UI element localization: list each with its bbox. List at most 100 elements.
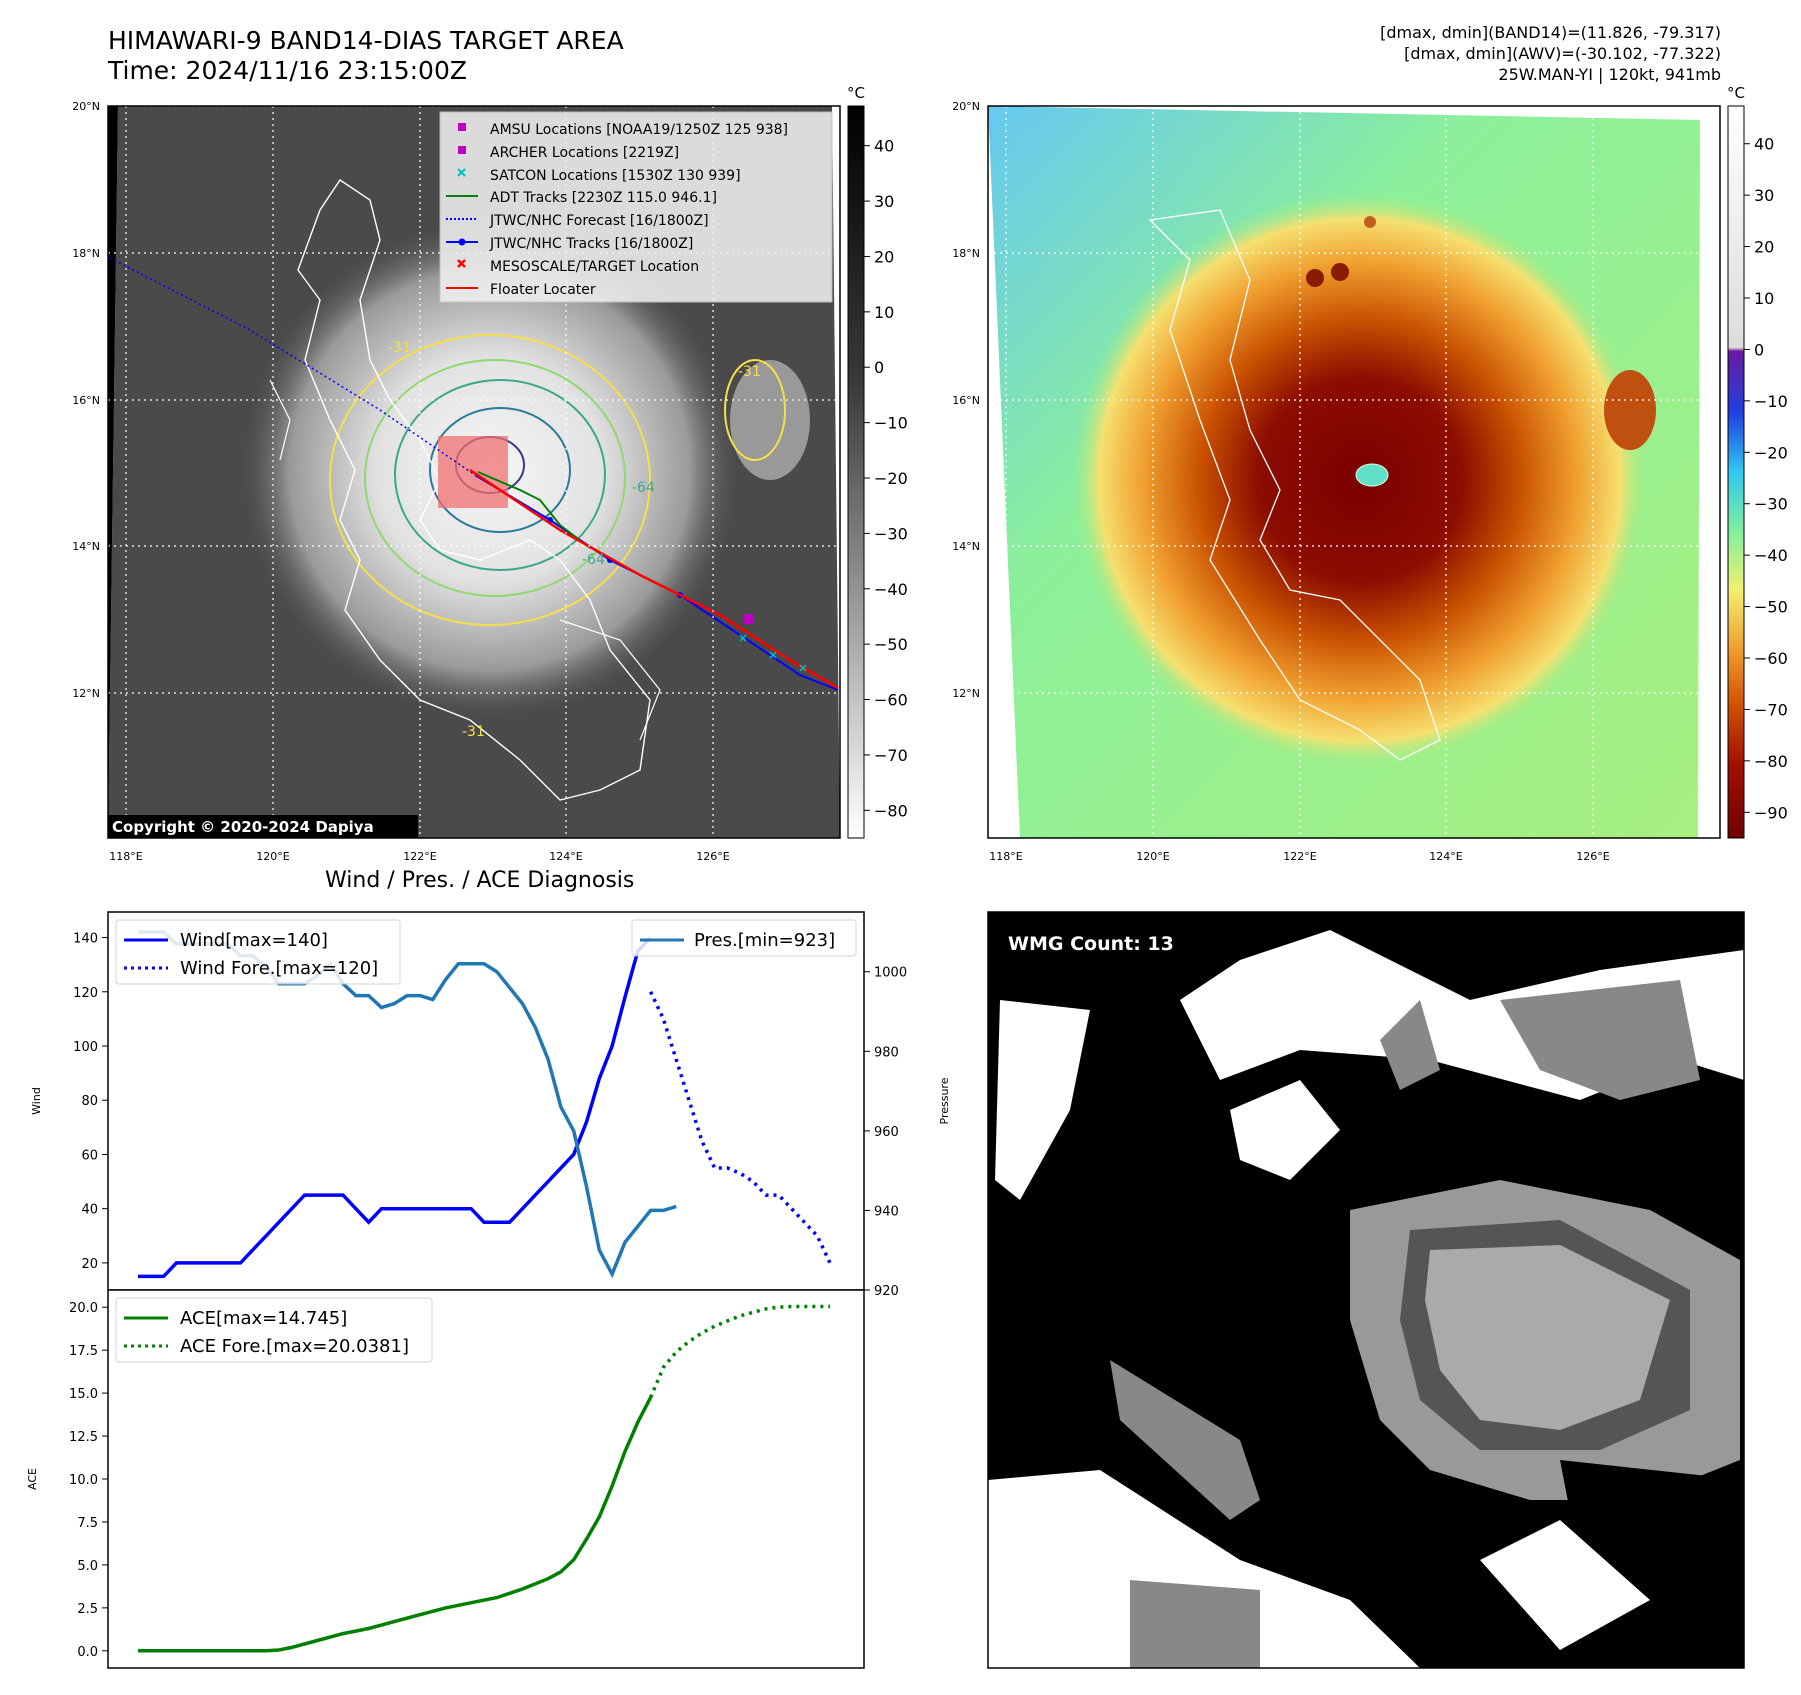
lat-label: 16°N — [72, 394, 100, 407]
wmg-panel: WMG Count: 13 — [987, 911, 1745, 1669]
wind-tick-label: 40 — [81, 1203, 98, 1218]
satcon-markers — [739, 634, 807, 672]
pressure-tick-label: 1000 — [874, 966, 907, 981]
colorbar-tick-label: −70 — [1754, 700, 1788, 719]
colorbar-tick-label: −60 — [874, 691, 908, 710]
wmg-eye — [1425, 1245, 1670, 1430]
colorbar-tick-label: −50 — [1754, 598, 1788, 617]
colorbar-tick-label: 30 — [874, 192, 894, 211]
legend-item: JTWC/NHC Forecast [16/1800Z] — [489, 213, 709, 229]
ace-tick-label: 15.0 — [69, 1387, 98, 1402]
colorbar-tick-label: −20 — [1754, 443, 1788, 462]
legend-item: ARCHER Locations [2219Z] — [490, 145, 679, 161]
colorbar-tick-label: 20 — [874, 247, 894, 266]
ace-axis-label: ACE — [26, 1468, 39, 1490]
legend-item: JTWC/NHC Tracks [16/1800Z] — [489, 236, 693, 252]
pressure-legend-label: Pres.[min=923] — [694, 930, 835, 951]
colorbar-tick-label: 40 — [1754, 135, 1774, 154]
contour-ring — [364, 359, 626, 597]
colorbar-tick-label: 10 — [1754, 289, 1774, 308]
series-line — [138, 1396, 653, 1653]
contour-label: -31 — [462, 724, 485, 740]
colorbar-tick-label: 10 — [874, 303, 894, 322]
wind-tick-label: 80 — [81, 1094, 98, 1109]
storm-info: [dmax, dmin](BAND14)=(11.826, -79.317) [… — [1380, 22, 1721, 85]
ir-map-panel: -31 -31 -64 -64 -31 Copyright © 2020-202… — [107, 105, 841, 839]
contour-ring — [394, 379, 606, 571]
colorbar-tick-label: −30 — [1754, 495, 1788, 514]
series-line — [138, 936, 652, 1279]
wind-tick-label: 60 — [81, 1148, 98, 1163]
ace-tick-label: 0.0 — [77, 1645, 98, 1660]
colorbar-tick-label: −10 — [1754, 392, 1788, 411]
contour-label: -64 — [582, 552, 605, 568]
ace-tick-label: 17.5 — [69, 1344, 98, 1359]
lon-label: 120°E — [256, 850, 289, 863]
wind-tick-label: 20 — [81, 1257, 98, 1272]
pressure-tick-label: 920 — [874, 1284, 899, 1299]
colorbar-tick-label: −30 — [874, 524, 908, 543]
info-line-3: 25W.MAN-YI | 120kt, 941mb — [1498, 65, 1721, 84]
ir-lat-labels: 20°N 18°N 16°N 14°N 12°N — [72, 100, 100, 700]
ir-lon-labels: 118°E 120°E 122°E 124°E 126°E — [109, 850, 729, 863]
map-legend: AMSU Locations [NOAA19/1250Z 125 938] AR… — [439, 111, 833, 303]
wv-lon-labels: 118°E 120°E 122°E 124°E 126°E — [989, 850, 1609, 863]
legend-item: MESOSCALE/TARGET Location — [490, 259, 699, 275]
pressure-tick-label: 940 — [874, 1204, 899, 1219]
wv-lat-labels: 20°N 18°N 16°N 14°N 12°N — [952, 100, 980, 700]
lon-label: 118°E — [989, 850, 1022, 863]
lon-label: 124°E — [549, 850, 582, 863]
lat-label: 12°N — [952, 687, 980, 700]
colorbar-tick-label: −20 — [874, 469, 908, 488]
wind-tick-label: 140 — [73, 932, 98, 947]
figure-title: HIMAWARI-9 BAND14-DIAS TARGET AREA Time:… — [108, 26, 624, 86]
lon-label: 126°E — [696, 850, 729, 863]
colorbar-tick-label: −80 — [1754, 752, 1788, 771]
lat-label: 16°N — [952, 394, 980, 407]
ace-legend: ACE[max=14.745] ACE Fore.[max=20.0381] — [115, 1297, 433, 1363]
contour-label: -64 — [632, 480, 655, 496]
ace-tick-label: 12.5 — [69, 1430, 98, 1445]
colorbar-tick-label: 30 — [1754, 186, 1774, 205]
ace-legend-label: ACE[max=14.745] — [180, 1308, 347, 1329]
ace-tick-label: 2.5 — [77, 1602, 98, 1617]
lat-label: 18°N — [72, 247, 100, 260]
colorbar-tick-label: 40 — [874, 137, 894, 156]
colorbar-tick-label: 20 — [1754, 238, 1774, 257]
lat-label: 20°N — [952, 100, 980, 113]
floater-track — [469, 468, 839, 690]
colorbar-tick-label: −40 — [874, 580, 908, 599]
contour-ring — [429, 407, 571, 533]
lon-label: 124°E — [1429, 850, 1462, 863]
lon-label: 120°E — [1136, 850, 1169, 863]
lat-label: 14°N — [952, 540, 980, 553]
contour-label: -31 — [388, 340, 411, 356]
copyright-text: Copyright © 2020-2024 Dapiya — [112, 818, 374, 836]
lon-label: 126°E — [1576, 850, 1609, 863]
lat-label: 12°N — [72, 687, 100, 700]
diagnosis-panel: 20 40 60 80 100 120 140 920 940 960 980 1000 0.0 2.5… — [26, 911, 951, 1669]
wv-map-panel — [987, 105, 1721, 839]
wind-legend: Wind[max=140] Wind Fore.[max=120] — [115, 919, 401, 985]
wmg-count-label: WMG Count: 13 — [1008, 933, 1174, 955]
lon-label: 118°E — [109, 850, 142, 863]
pressure-tick-label: 980 — [874, 1045, 899, 1060]
lat-label: 18°N — [952, 247, 980, 260]
ace-tick-label: 5.0 — [77, 1559, 98, 1574]
lat-label: 14°N — [72, 540, 100, 553]
map-grid — [988, 106, 1720, 838]
contour-ring — [329, 334, 651, 626]
wind-tick-label: 100 — [73, 1040, 98, 1055]
info-line-1: [dmax, dmin](BAND14)=(11.826, -79.317) — [1380, 23, 1721, 42]
pressure-axis-label: Pressure — [938, 1077, 951, 1124]
contour-ring — [724, 359, 786, 461]
colorbar-tick-label: −40 — [1754, 546, 1788, 565]
wv-colorbar: °C 40 30 20 10 0 −10 −20 −30 −40 −50 −60 −70 −80 −90 — [1727, 84, 1788, 839]
amsu-marker — [744, 614, 754, 624]
lon-label: 122°E — [1283, 850, 1316, 863]
title-line-1: HIMAWARI-9 BAND14-DIAS TARGET AREA — [108, 26, 624, 55]
ace-tick-label: 10.0 — [69, 1473, 98, 1488]
legend-item: ADT Tracks [2230Z 115.0 946.1] — [490, 190, 717, 206]
ir-colorbar: °C 40 30 20 10 0 −10 −20 −30 −40 −50 −60 −70 −80 — [847, 84, 908, 839]
